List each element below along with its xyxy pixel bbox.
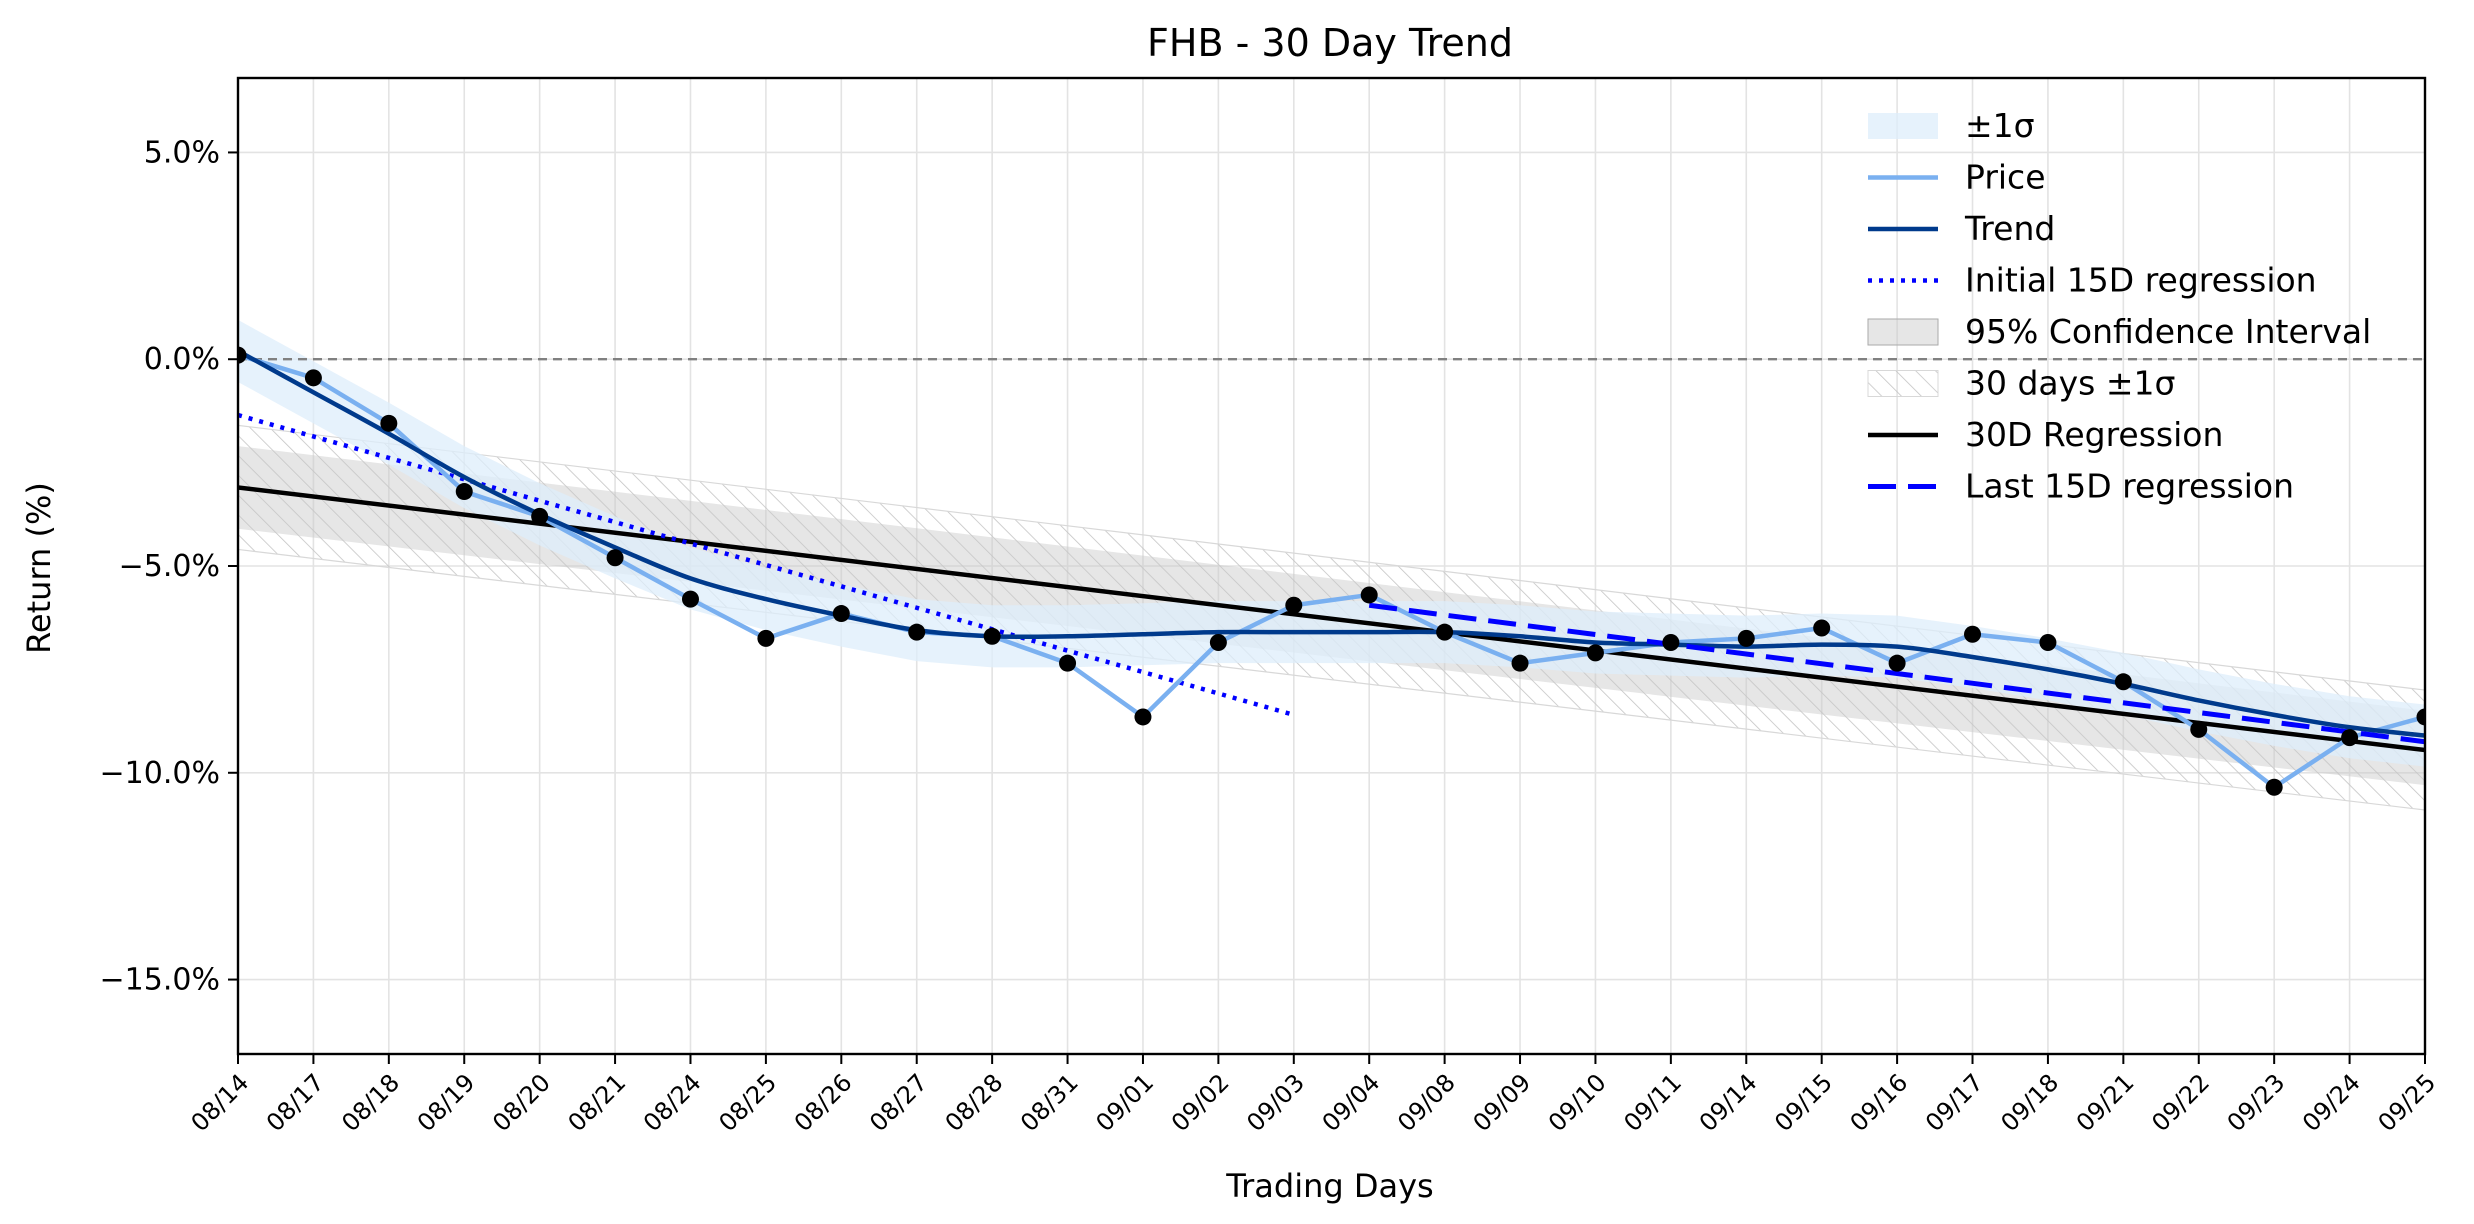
- price-point: [2114, 673, 2132, 691]
- legend-label: 30D Regression: [1965, 415, 2223, 454]
- x-tick-label: 09/22: [2146, 1068, 2215, 1137]
- price-point: [908, 623, 926, 641]
- y-tick-label: 0.0%: [144, 342, 220, 377]
- legend-price-item: Price: [1868, 158, 2046, 197]
- last-15d-regression-line: [1368, 602, 2425, 745]
- price-point: [2190, 720, 2208, 738]
- price-point: [1737, 629, 1755, 647]
- legend-30d-sigma-item: 30 days ±1σ: [1867, 364, 2175, 403]
- x-tick-label: 08/14: [186, 1068, 255, 1137]
- x-tick-label: 09/15: [1769, 1068, 1838, 1137]
- x-tick-label: 09/10: [1543, 1068, 1612, 1137]
- x-tick-label: 08/20: [487, 1068, 556, 1137]
- legend-label: Initial 15D regression: [1965, 261, 2317, 300]
- price-point: [1586, 644, 1604, 662]
- x-tick-label: 09/21: [2071, 1068, 2140, 1137]
- x-tick-label: 08/31: [1015, 1068, 1084, 1137]
- legend-swatch-ci: [1867, 318, 1939, 346]
- trend-line: [238, 348, 2425, 738]
- price-point: [2341, 729, 2359, 747]
- legend-trend-item: Trend: [1868, 209, 2055, 248]
- x-tick-label: 09/02: [1166, 1068, 1235, 1137]
- legend-label: Price: [1965, 158, 2046, 197]
- price-point: [1285, 596, 1303, 614]
- x-axis-title: Trading Days: [1225, 1167, 1433, 1205]
- x-tick-label: 08/28: [940, 1068, 1009, 1137]
- legend-ci-item: 95% Confidence Interval: [1867, 312, 2371, 351]
- x-tick-label: 09/18: [1995, 1068, 2064, 1137]
- x-tick-label: 08/26: [789, 1068, 858, 1137]
- legend-swatch-sigma: [1868, 113, 1938, 139]
- x-tick-label: 08/17: [261, 1068, 330, 1137]
- x-tick-label: 09/11: [1618, 1068, 1687, 1137]
- price-point: [1209, 634, 1227, 652]
- x-tick-label: 09/04: [1317, 1068, 1386, 1137]
- price-point: [2416, 708, 2425, 726]
- price-point: [681, 590, 699, 608]
- price-point: [1511, 654, 1529, 672]
- y-tick-label: −15.0%: [100, 963, 220, 998]
- regression-30d-line: [238, 485, 2425, 753]
- y-tick-label: −5.0%: [119, 549, 220, 584]
- price-point: [238, 346, 247, 364]
- price-line: [238, 352, 2425, 790]
- initial-15d-regression-line: [238, 412, 1295, 718]
- x-tick-label: 08/18: [336, 1068, 405, 1137]
- legend-label: 95% Confidence Interval: [1965, 312, 2371, 351]
- x-tick-label: 09/09: [1468, 1068, 1537, 1137]
- legend-label: Trend: [1964, 209, 2055, 248]
- x-tick-label: 09/24: [2297, 1068, 2366, 1137]
- x-tick-label: 09/08: [1392, 1068, 1461, 1137]
- x-tick-label: 09/17: [1920, 1068, 1989, 1137]
- y-tick-label: −10.0%: [100, 756, 220, 791]
- price-point: [1964, 625, 1982, 643]
- x-tick-label: 09/01: [1090, 1068, 1159, 1137]
- price-point: [2039, 634, 2057, 652]
- x-tick-label: 09/25: [2373, 1068, 2442, 1137]
- x-tick-label: 09/16: [1845, 1068, 1914, 1137]
- price-point: [1436, 623, 1454, 641]
- x-tick-label: 08/24: [638, 1068, 707, 1137]
- price-point: [606, 549, 624, 567]
- y-tick-label: 5.0%: [144, 135, 220, 170]
- price-point: [1059, 654, 1077, 672]
- legend-label: Last 15D regression: [1965, 467, 2294, 506]
- price-point: [455, 483, 473, 501]
- price-point: [531, 507, 549, 525]
- price-point: [832, 605, 850, 623]
- y-axis-title: Return (%): [20, 482, 58, 654]
- x-tick-label: 08/25: [713, 1068, 782, 1137]
- price-point: [1134, 708, 1152, 726]
- chart-title: FHB - 30 Day Trend: [1147, 21, 1513, 65]
- legend-sigma-item: ±1σ: [1868, 106, 2035, 145]
- price-point: [1360, 586, 1378, 604]
- x-tick-label: 08/21: [563, 1068, 632, 1137]
- legend-label: ±1σ: [1965, 106, 2035, 145]
- price-point: [2265, 778, 2283, 796]
- price-point: [1662, 634, 1680, 652]
- legend: ±1σ Price Trend Initial 15D regression 95% C…: [1867, 106, 2371, 506]
- plot-content: [238, 319, 2425, 811]
- x-tick-label: 08/19: [412, 1068, 481, 1137]
- legend-last-15d-item: Last 15D regression: [1868, 467, 2294, 506]
- price-point: [1813, 619, 1831, 637]
- legend-label: 30 days ±1σ: [1965, 364, 2175, 403]
- x-tick-label: 09/14: [1694, 1068, 1763, 1137]
- x-tick-label: 09/23: [2222, 1068, 2291, 1137]
- x-tick-label: 09/03: [1241, 1068, 1310, 1137]
- price-point: [983, 627, 1001, 645]
- legend-30d-regression-item: 30D Regression: [1868, 415, 2223, 454]
- legend-swatch-30d-sigma: [1867, 370, 1939, 397]
- price-point: [1888, 654, 1906, 672]
- x-tick-label: 08/27: [864, 1068, 933, 1137]
- plot-area: 5.0% 0.0% −5.0% −10.0% −15.0% 08/14 08/17 08/18…: [100, 76, 2442, 1137]
- price-point: [757, 629, 775, 647]
- price-point: [304, 369, 322, 387]
- legend-initial-15d-item: Initial 15D regression: [1868, 261, 2317, 300]
- price-point: [380, 414, 398, 432]
